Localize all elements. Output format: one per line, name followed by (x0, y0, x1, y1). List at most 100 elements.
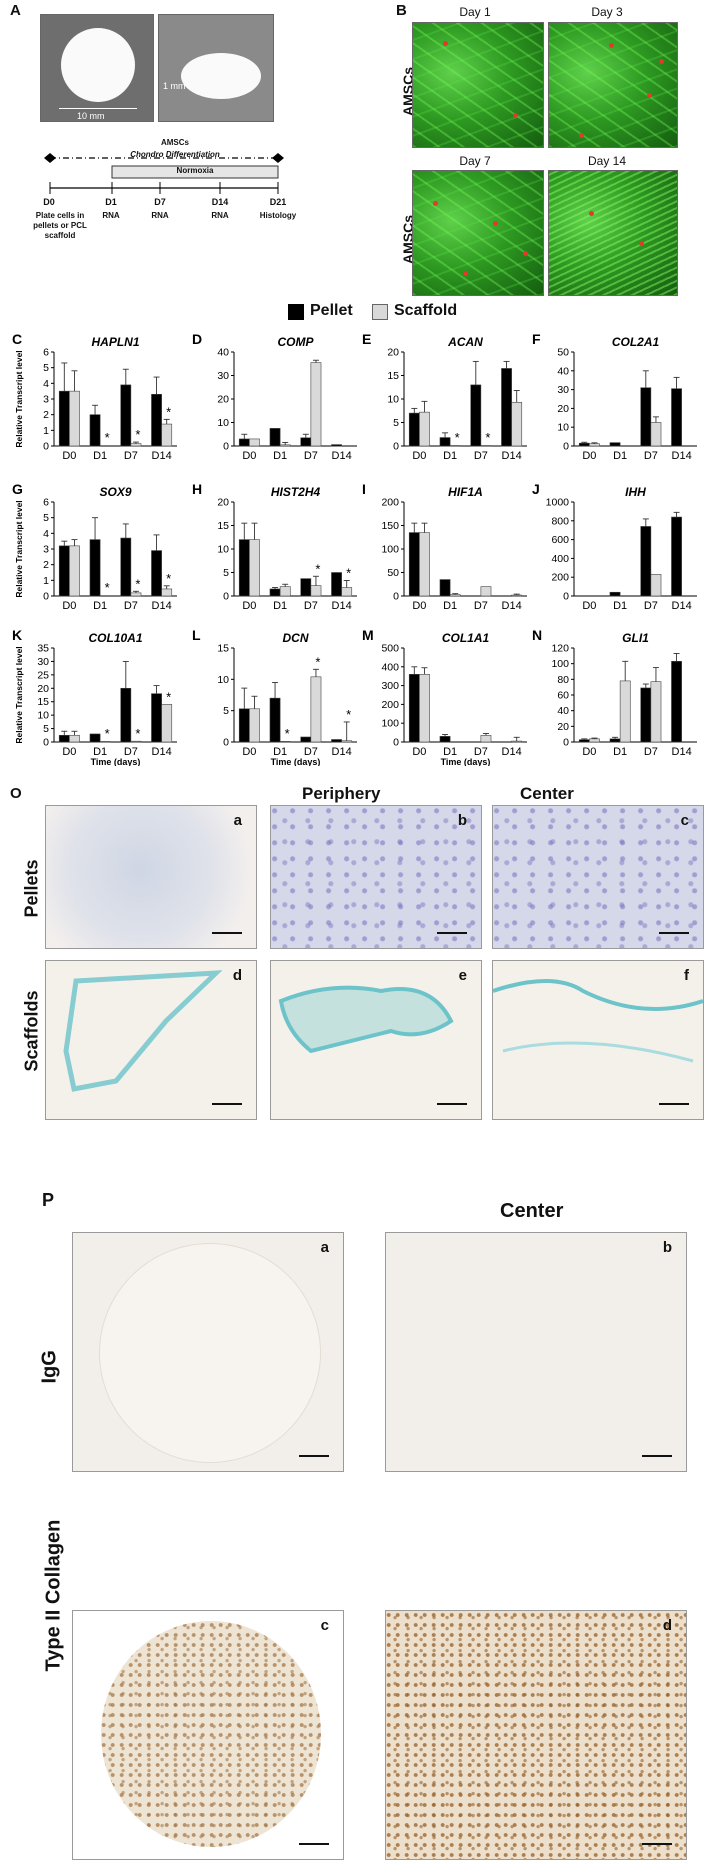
timeline-title-1: AMSCs (160, 138, 189, 147)
y-axis-label: Relative Transcript level (14, 646, 24, 743)
y-tick-label: 0 (223, 737, 229, 749)
periphery-title: Periphery (302, 784, 381, 803)
y-tick-label: 50 (387, 567, 399, 579)
alcian-blue-stain (493, 979, 703, 1063)
y-tick-label: 80 (557, 674, 569, 686)
x-tick-label: D0 (412, 450, 426, 462)
scaffold-disc-top (61, 28, 135, 102)
chart-title: HIF1A (448, 485, 483, 499)
significance-star: * (315, 561, 320, 576)
letter-d: d (232, 967, 242, 984)
x-axis-label: Time (days) (271, 757, 321, 766)
histology-scaffold-whole: d (45, 960, 257, 1120)
day-label-0: D0 (43, 197, 55, 207)
scale-bar (212, 1103, 242, 1105)
chart-title: COMP (278, 335, 315, 349)
y-tick-label: 0 (563, 737, 569, 749)
bar-scaffold (650, 422, 662, 447)
bar-pellet (58, 545, 70, 597)
chart-h-hist2h4: H HIST2H4 0 5 10 15 20 D0 D1 D7 * D14 * (192, 481, 357, 612)
x-tick-label: D7 (644, 746, 658, 758)
bar-scaffold (589, 738, 600, 743)
y-tick-label: 10 (37, 710, 49, 722)
panel-label: N (532, 627, 542, 643)
bar-pellet (578, 739, 590, 743)
y-tick-label: 0 (43, 591, 49, 603)
x-tick-label: D14 (502, 450, 522, 462)
x-tick-label: D0 (582, 600, 596, 612)
bar-pellet (238, 438, 250, 447)
type-ii-collagen-row-label: Type II Collagen (42, 1519, 65, 1672)
y-tick-label: 5 (223, 567, 229, 579)
y-tick-label: 0 (223, 591, 229, 603)
y-tick-label: 0 (393, 737, 399, 749)
x-tick-label: D7 (124, 600, 138, 612)
chart-title: DCN (283, 631, 309, 645)
bar-scaffold (69, 390, 80, 447)
bar-charts-grid: C HAPLN1 0 1 2 3 4 5 6 D0 D1 * D7 * D14 * Relative Trans… (0, 330, 725, 770)
x-tick-label: D7 (124, 746, 138, 758)
y-tick-label: 4 (43, 528, 49, 540)
bar-scaffold (279, 586, 291, 597)
legend-pellet-label: Pellet (310, 302, 353, 319)
panel-label: F (532, 331, 541, 347)
y-tick-label: 5 (43, 512, 49, 524)
x-tick-label: D14 (672, 746, 692, 758)
x-tick-label: D14 (332, 450, 352, 462)
bar-pellet (439, 437, 451, 447)
histology-pellet-whole: a (45, 805, 257, 949)
x-tick-label: D7 (474, 600, 488, 612)
panel-label: L (192, 627, 201, 643)
bar-pellet (151, 693, 162, 743)
x-tick-label: D0 (242, 600, 256, 612)
bar-pellet (331, 739, 342, 743)
step-rna-1: RNA (102, 211, 120, 220)
alcian-blue-stain (63, 970, 223, 1092)
x-tick-label: D0 (582, 450, 596, 462)
y-tick-label: 5 (43, 362, 49, 374)
legend-scaffold-label: Scaffold (394, 302, 458, 319)
letter-a: a (320, 1239, 329, 1256)
bar-pellet (671, 661, 682, 743)
ihc-col2-whole: c (72, 1610, 344, 1860)
bar-pellet (640, 687, 652, 743)
panel-label-p: P (42, 1190, 55, 1210)
bar-scaffold (69, 734, 80, 743)
x-tick-label: D7 (124, 450, 138, 462)
chart-title: COL1A1 (442, 631, 490, 645)
width-arrow (59, 108, 137, 109)
y-tick-label: 0 (563, 591, 569, 603)
bar-scaffold (480, 586, 492, 597)
histology-scaffold-periphery: e (270, 960, 482, 1120)
bar-scaffold (161, 588, 173, 597)
bar-scaffold (279, 444, 291, 447)
bar-scaffold (279, 741, 291, 743)
x-tick-label: D1 (443, 746, 457, 758)
bar-pellet (300, 437, 312, 447)
scaffolds-row-label: Scaffolds (21, 990, 42, 1072)
pellet-section-stained (101, 1621, 321, 1847)
significance-star: * (485, 430, 490, 445)
bar-scaffold (650, 574, 662, 597)
y-tick-label: 25 (37, 669, 49, 681)
y-tick-label: 500 (381, 643, 399, 655)
bar-pellet (609, 591, 621, 597)
y-tick-label: 200 (551, 572, 569, 584)
bar-scaffold (130, 740, 142, 743)
scaffold-photo-side: 1 mm (158, 14, 274, 122)
step-plate-cells: Plate cells in pellets or PCL scaffold (33, 211, 87, 240)
ihc-igg-center: b (385, 1232, 687, 1472)
significance-star: * (455, 430, 460, 445)
y-tick-label: 200 (381, 699, 399, 711)
bar-scaffold (341, 740, 353, 743)
significance-star: * (166, 404, 171, 419)
panel-label: C (12, 331, 22, 347)
significance-star: * (315, 654, 320, 669)
y-tick-label: 6 (43, 347, 49, 359)
x-tick-label: D1 (273, 746, 287, 758)
chart-n-gli1: N GLI1 0 20 40 60 80 100 120 D0 D1 D7 D14 (532, 627, 697, 758)
significance-star: * (105, 430, 110, 445)
center-title-p: Center (500, 1200, 564, 1222)
histology-scaffold-center: f (492, 960, 704, 1120)
y-tick-label: 20 (557, 721, 569, 733)
